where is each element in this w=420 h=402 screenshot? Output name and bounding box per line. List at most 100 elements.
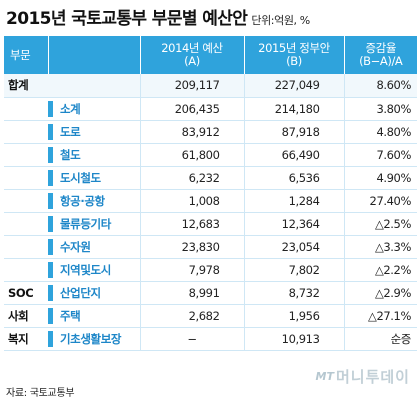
table-row: 복지 기초생활보장 −10,913 순증: [4, 327, 417, 351]
row-label: 수자원: [60, 239, 91, 254]
row-label-cell: 도시철도: [48, 166, 140, 190]
row-sector: [4, 212, 48, 236]
row-sector: [4, 166, 48, 190]
table-row: 지역및도시 7,978 7,802 △2.2%: [4, 258, 417, 282]
row-label: 도로: [60, 124, 81, 139]
row-2015-value: 87,918: [243, 120, 344, 144]
header-2015: 2015년 정부안 (B): [244, 36, 345, 74]
row-rate-value: △3.3%: [343, 235, 417, 259]
watermark-text: 머니투데이: [335, 368, 410, 386]
row-label-cell: 소계: [48, 97, 140, 121]
table-row: 합계 209,117 227,049 8.60%: [4, 74, 417, 98]
row-rate-value: 7.60%: [343, 143, 417, 167]
row-2014-value: −: [139, 327, 244, 351]
row-2014-value: 83,912: [139, 120, 244, 144]
header-2014: 2014년 예산 (A): [140, 36, 245, 74]
row-rate-value: 4.80%: [343, 120, 417, 144]
row-label: 산업단지: [60, 285, 101, 300]
row-rate-value: △27.1%: [343, 304, 417, 328]
row-2014-value: 1,008: [139, 189, 244, 213]
row-sector: 합계: [4, 74, 48, 98]
row-2015-value: 12,364: [243, 212, 344, 236]
row-rate-value: △2.5%: [343, 212, 417, 236]
row-sector: [4, 120, 48, 144]
row-rate-value: 8.60%: [343, 74, 417, 98]
row-label-cell: 물류등기타: [48, 212, 140, 236]
row-sector: [4, 143, 48, 167]
row-label: 도시철도: [60, 170, 101, 185]
row-2014-value: 8,991: [139, 281, 244, 305]
row-2014-value: 12,683: [139, 212, 244, 236]
unit-note: 단위:억원, %: [251, 14, 310, 27]
row-2014-value: 209,117: [139, 74, 244, 98]
header-rate-line1: 증감율: [365, 41, 397, 55]
row-label: 소계: [60, 101, 81, 116]
table-row: 철도 61,800 66,490 7.60%: [4, 143, 417, 167]
table-row: 수자원 23,830 23,054 △3.3%: [4, 235, 417, 259]
row-rate-value: △2.9%: [343, 281, 417, 305]
row-label-cell: 산업단지: [48, 281, 140, 305]
row-rate-value: 3.80%: [343, 97, 417, 121]
header-label: [48, 36, 141, 74]
row-2015-value: 66,490: [243, 143, 344, 167]
header-rate-line2: (B−A)/A: [359, 54, 403, 68]
row-label-cell: 항공·공항: [48, 189, 140, 213]
source-note: 자료: 국토교통부: [6, 388, 75, 399]
row-2015-value: 8,732: [243, 281, 344, 305]
row-label-cell: [48, 74, 140, 98]
table-row: 항공·공항 1,008 1,284 27.40%: [4, 189, 417, 213]
table-row: 사회 주택 2,682 1,956 △27.1%: [4, 304, 417, 328]
budget-table: 부문 2014년 예산 (A) 2015년 정부안 (B) 증감율 (B−A)/…: [4, 36, 417, 351]
row-rate-value: 4.90%: [343, 166, 417, 190]
row-2014-value: 61,800: [139, 143, 244, 167]
table-header-row: 부문 2014년 예산 (A) 2015년 정부안 (B) 증감율 (B−A)/…: [4, 36, 417, 74]
row-rate-value: 27.40%: [343, 189, 417, 213]
row-2014-value: 23,830: [139, 235, 244, 259]
row-2015-value: 1,284: [243, 189, 344, 213]
table-row: 도시철도 6,232 6,536 4.90%: [4, 166, 417, 190]
table-row: 물류등기타 12,683 12,364 △2.5%: [4, 212, 417, 236]
row-label-cell: 수자원: [48, 235, 140, 259]
row-label-cell: 지역및도시: [48, 258, 140, 282]
header-2015-line1: 2015년 정부안: [258, 41, 330, 55]
header-2014-line1: 2014년 예산: [161, 41, 223, 55]
row-sector: [4, 97, 48, 121]
row-2014-value: 6,232: [139, 166, 244, 190]
row-2015-value: 214,180: [243, 97, 344, 121]
table-row: SOC 산업단지 8,991 8,732 △2.9%: [4, 281, 417, 305]
row-2015-value: 1,956: [243, 304, 344, 328]
row-sector: SOC: [4, 281, 48, 305]
table-row: 도로 83,912 87,918 4.80%: [4, 120, 417, 144]
row-label: 항공·공항: [60, 193, 105, 208]
row-sector: 복지: [4, 327, 48, 351]
row-2015-value: 6,536: [243, 166, 344, 190]
title-row: 2015년 국토교통부 부문별 예산안 단위:억원, %: [6, 4, 310, 34]
page-title: 2015년 국토교통부 부문별 예산안: [6, 9, 248, 29]
header-rate: 증감율 (B−A)/A: [344, 36, 417, 74]
row-2015-value: 23,054: [243, 235, 344, 259]
row-sector: [4, 235, 48, 259]
header-2014-line2: (A): [184, 54, 200, 68]
row-label: 지역및도시: [60, 262, 111, 277]
row-sector: [4, 258, 48, 282]
row-label: 철도: [60, 147, 81, 162]
row-2015-value: 227,049: [243, 74, 344, 98]
table-row: 소계 206,435 214,180 3.80%: [4, 97, 417, 121]
row-sector: 사회: [4, 304, 48, 328]
row-label-cell: 도로: [48, 120, 140, 144]
row-2015-value: 7,802: [243, 258, 344, 282]
row-label-cell: 철도: [48, 143, 140, 167]
row-label: 기초생활보장: [60, 331, 122, 346]
row-2015-value: 10,913: [243, 327, 344, 351]
row-sector: [4, 189, 48, 213]
watermark-logo: MT 머니투데이: [316, 366, 410, 387]
row-label-cell: 주택: [48, 304, 140, 328]
row-label-cell: 기초생활보장: [48, 327, 140, 351]
row-2014-value: 2,682: [139, 304, 244, 328]
row-rate-value: △2.2%: [343, 258, 417, 282]
row-label: 물류등기타: [60, 216, 111, 231]
row-2014-value: 7,978: [139, 258, 244, 282]
row-rate-value: 순증: [343, 327, 417, 351]
row-2014-value: 206,435: [139, 97, 244, 121]
row-label: 주택: [60, 308, 81, 323]
